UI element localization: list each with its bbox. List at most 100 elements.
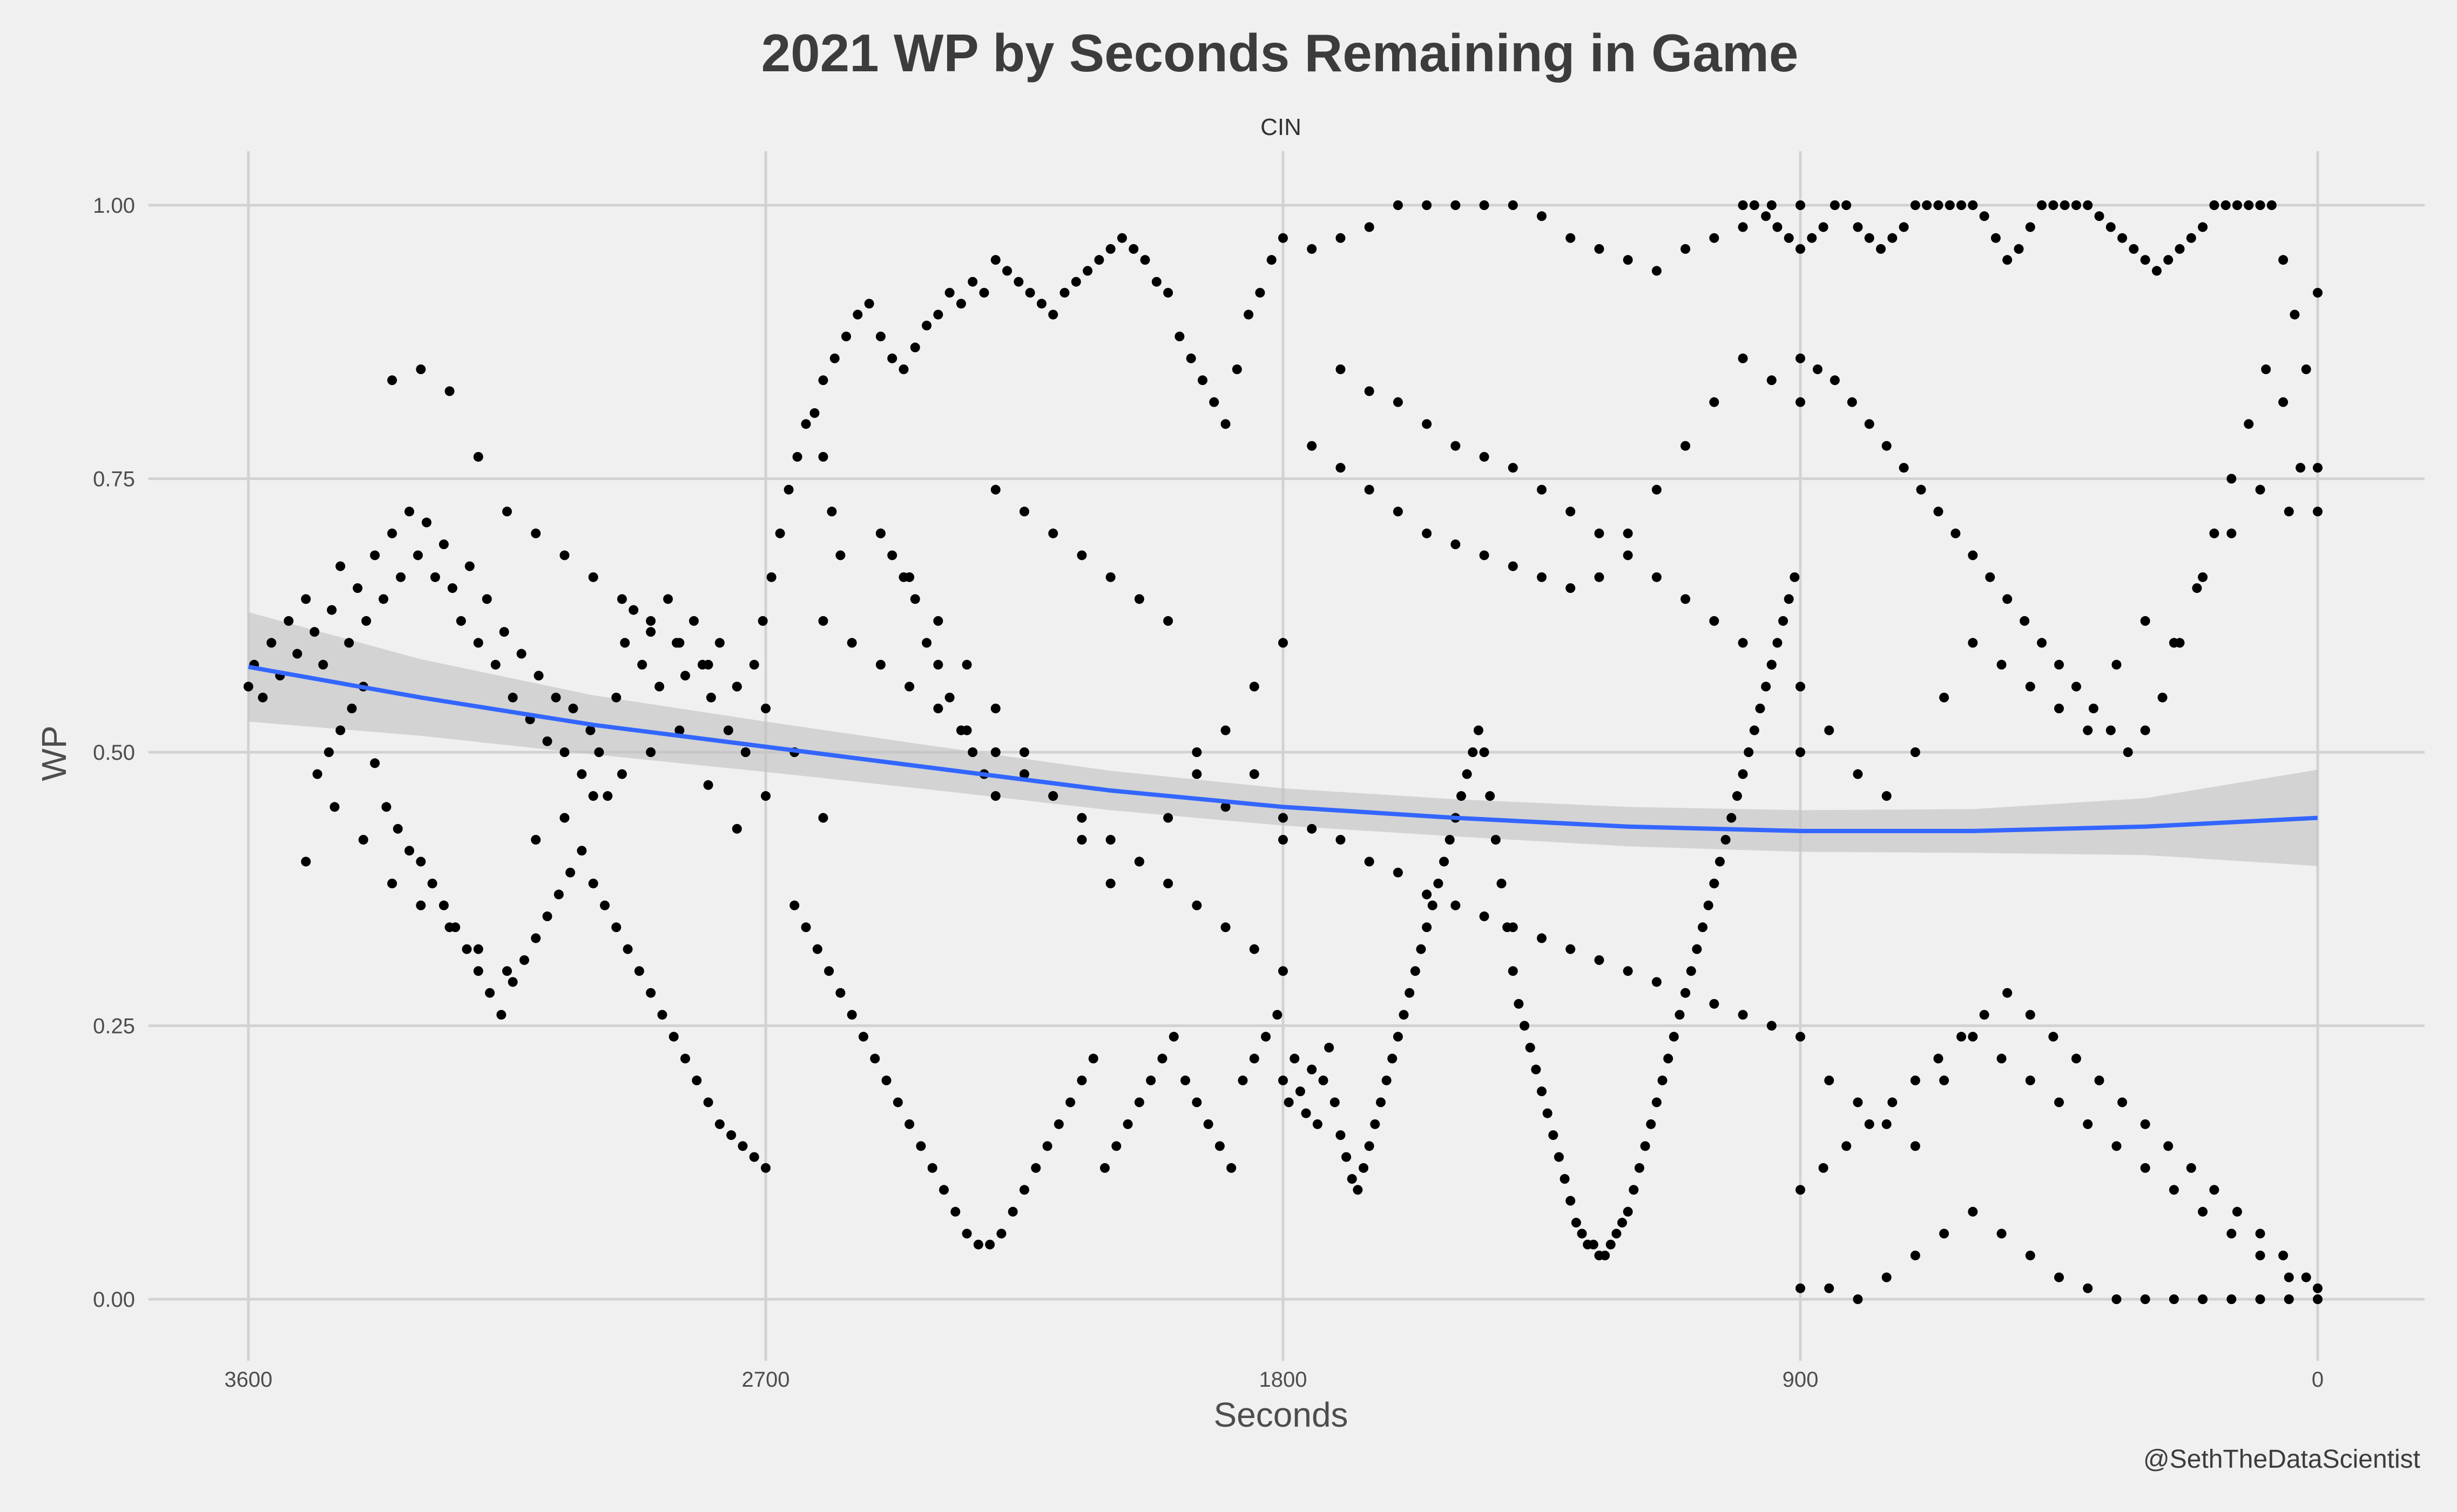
data-point [370,550,380,561]
data-point [1054,1119,1064,1129]
data-point [1853,769,1863,779]
data-point [1249,944,1259,954]
data-point [1749,200,1759,210]
data-point [674,725,685,735]
data-point [387,879,397,889]
data-point [1968,200,1978,210]
data-point [473,451,483,462]
data-point [893,1097,903,1108]
data-point [944,692,955,703]
data-point [1968,1206,1978,1217]
x-tick-label: 3600 [225,1368,273,1392]
data-point [1393,507,1403,517]
y-tick-label: 0.50 [93,741,135,765]
data-point [1709,233,1719,243]
data-point [962,725,972,735]
data-point [1278,638,1288,648]
data-point [1749,725,1759,735]
data-point [1422,889,1432,900]
data-point [875,659,886,670]
data-point [1651,977,1662,987]
chart-title: 2021 WP by Seconds Remaining in Game [761,23,1799,83]
data-point [1720,835,1731,845]
data-point [1468,747,1478,757]
data-point [1134,856,1144,867]
data-point [979,288,989,298]
data-point [2313,507,2323,517]
data-point [551,692,561,703]
data-point [2140,616,2150,626]
data-point [404,846,415,856]
data-point [312,769,322,779]
data-point [657,1010,667,1020]
data-point [1939,1228,1949,1239]
data-point [1387,1054,1398,1064]
data-point [2002,988,2013,998]
data-point [792,451,802,462]
data-point [421,517,431,528]
data-point [2054,659,2064,670]
data-point [1220,419,1231,429]
data-point [244,681,253,692]
data-point [1220,725,1231,735]
data-point [370,758,380,768]
data-point [565,867,576,878]
data-point [2175,244,2185,254]
data-point [1347,1174,1357,1184]
data-point [1657,1075,1668,1085]
data-point [1864,233,1874,243]
data-point [1169,1031,1179,1042]
data-point [714,638,725,648]
caption: @SethTheDataScientist [2143,1445,2420,1474]
data-point [1623,966,1633,976]
data-point [1163,288,1173,298]
data-point [1698,922,1708,933]
data-point [2083,1119,2093,1129]
data-point [1784,594,1794,604]
data-point [2232,200,2242,210]
data-point [1329,1097,1340,1108]
data-point [1020,769,1029,779]
data-point [1709,397,1719,407]
data-point [1537,484,1547,495]
data-point [1077,835,1087,845]
data-point [1571,1218,1581,1228]
data-point [1594,955,1604,965]
data-point [473,944,483,954]
data-point [1933,507,1943,517]
data-point [1278,233,1288,243]
data-point [531,933,541,943]
data-point [568,703,578,713]
data-point [1364,1141,1374,1151]
data-point [617,594,627,604]
data-point [496,1010,507,1020]
data-point [1450,441,1461,451]
data-point [1640,1141,1650,1151]
data-point [1249,681,1259,692]
data-point [749,659,759,670]
data-point [847,1010,857,1020]
x-tick-label: 900 [1783,1368,1819,1392]
data-point [1140,255,1150,265]
data-point [2301,364,2311,374]
data-point [990,791,1001,801]
data-point [1968,638,1978,648]
data-point [1761,211,1771,221]
data-point [404,507,415,517]
data-point [875,332,886,342]
data-point [1020,1185,1029,1195]
data-point [1077,1075,1087,1085]
data-point [2157,692,2168,703]
data-point [1922,200,1932,210]
data-point [1192,747,1202,757]
data-point [358,835,368,845]
data-point [611,692,622,703]
data-point [2198,1206,2208,1217]
data-point [381,802,392,812]
data-point [1675,1010,1685,1020]
data-point [1203,1119,1213,1129]
data-point [2094,1075,2104,1085]
data-point [1255,288,1265,298]
data-point [2140,725,2150,735]
